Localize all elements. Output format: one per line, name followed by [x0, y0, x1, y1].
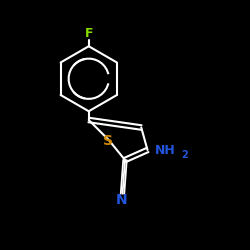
Text: 2: 2 [181, 150, 188, 160]
Text: S: S [103, 134, 113, 148]
Text: F: F [84, 27, 93, 40]
Text: N: N [116, 193, 127, 207]
Text: NH: NH [155, 144, 176, 156]
